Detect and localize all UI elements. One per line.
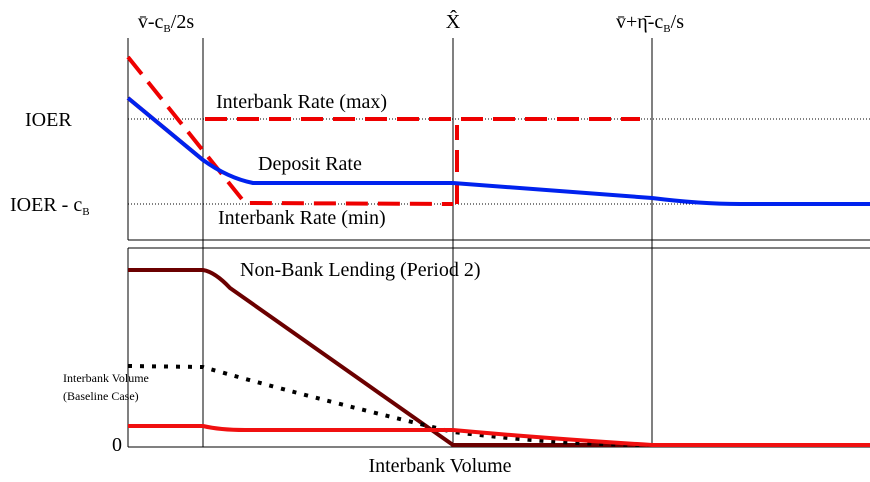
curve-label: Interbank Volume [63, 371, 149, 385]
curve-label: Interbank Rate (max) [216, 91, 387, 113]
curve-label: Deposit Rate [258, 153, 362, 175]
reference-lines [128, 118, 870, 205]
top-label: X̂ [446, 9, 461, 33]
y-label: IOER - cB [10, 194, 90, 218]
curve-label: Non-Bank Lending (Period 2) [240, 259, 481, 281]
curve-label: (Baseline Case) [63, 389, 139, 403]
curves [126, 55, 870, 447]
y-label: 0 [112, 434, 122, 456]
x-label: Interbank Volume [368, 455, 511, 477]
top-label: v̄+η̄-cB/s [616, 11, 684, 35]
y-label: IOER [25, 109, 72, 131]
top-label: v̄-cB/2s [138, 11, 194, 35]
curve-label: Interbank Rate (min) [218, 207, 386, 229]
